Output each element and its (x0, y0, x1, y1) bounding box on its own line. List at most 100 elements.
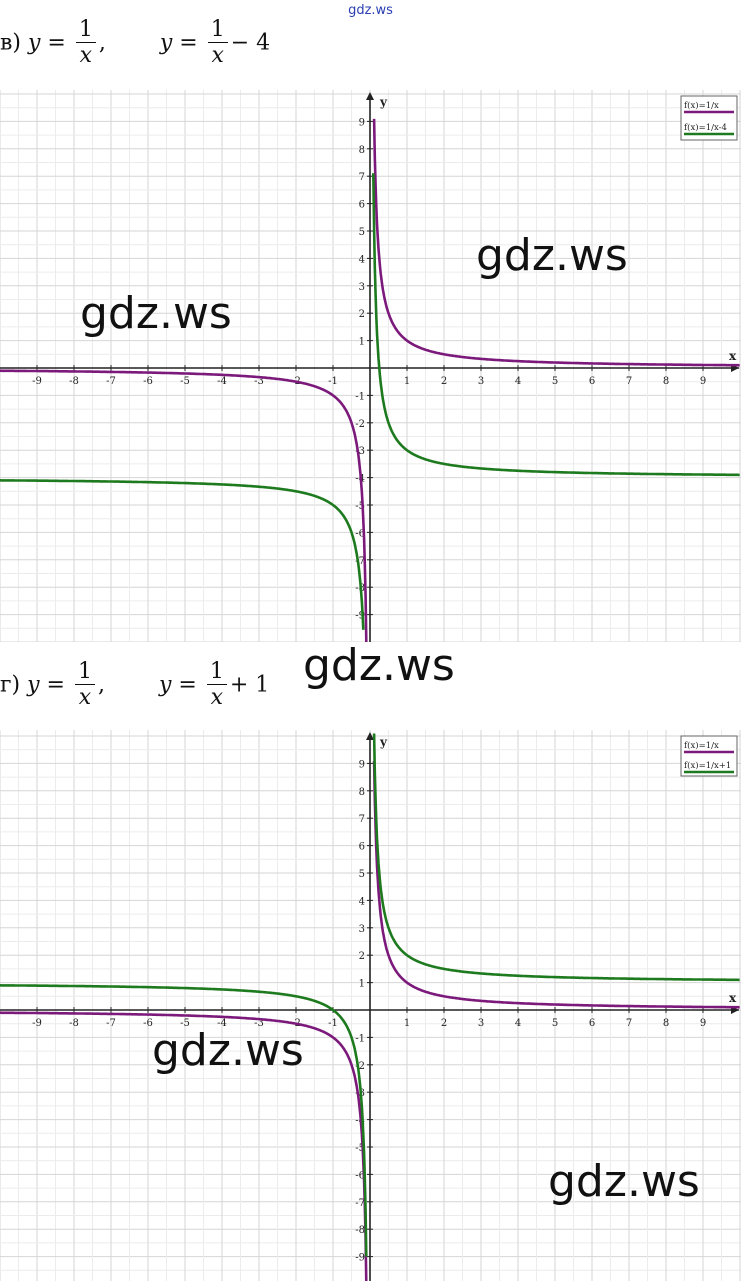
y-tick-label: -7 (355, 556, 365, 567)
x-tick-label: 5 (552, 376, 558, 387)
y-axis-arrow (366, 732, 374, 740)
x-axis-label: x (729, 349, 737, 363)
equation-suffix: , (97, 672, 105, 698)
x-tick-label: -5 (180, 1018, 190, 1029)
y-tick-label: 5 (359, 869, 365, 880)
x-tick-label: 7 (626, 1018, 632, 1029)
x-tick-label: 1 (404, 1018, 410, 1029)
curve-1-over-x-left-branch (0, 1011, 368, 1281)
legend-box (680, 735, 738, 777)
y-tick-label: -5 (355, 1143, 365, 1154)
y-tick-label: -6 (355, 528, 365, 539)
y-tick-label: -8 (355, 1225, 365, 1236)
x-tick-label: -1 (328, 1018, 338, 1029)
fraction-numerator: 1 (75, 18, 96, 43)
x-tick-label: 3 (478, 1018, 484, 1029)
y-axis-label: y (379, 735, 388, 749)
watermark: gdz.ws (80, 288, 232, 339)
y-tick-label: 4 (359, 896, 365, 907)
curve-shifted-right-branch (372, 733, 740, 982)
equation-suffix: + 1 (229, 672, 270, 698)
graph-g: x y -9 -8 -7 -6 -5 -4 -3 -2 -1 1 2 3 4 5 6 7 8 9 9 8 7 6 5 4 3 2 1 -1… (0, 730, 741, 1281)
x-tick-label: 1 (404, 376, 410, 387)
x-tick-label: 6 (589, 376, 595, 387)
y-tick-label: 5 (359, 227, 365, 238)
legend: f(x)=1/x f(x)=1/x+1 (680, 735, 738, 777)
curve-1-over-x-left-branch (0, 369, 368, 642)
curve-shifted-left-branch (0, 984, 368, 1257)
x-tick-label: -7 (106, 1018, 116, 1029)
equation-lhs: y = (27, 672, 65, 698)
x-tick-label: 2 (441, 376, 447, 387)
x-tick-label: -8 (69, 376, 79, 387)
y-tick-label: 2 (359, 951, 365, 962)
fraction-denominator: x (211, 43, 224, 68)
y-tick-label: -6 (355, 1170, 365, 1181)
equation-lhs: y = (158, 672, 197, 698)
y-tick-label: 3 (359, 282, 365, 293)
y-tick-label: -9 (355, 611, 365, 622)
x-tick-label: 8 (663, 376, 669, 387)
x-tick-label: 6 (589, 1018, 595, 1029)
curve-shifted-right-branch (372, 173, 740, 477)
equation-suffix: − 4 (230, 30, 271, 56)
y-tick-label: 1 (359, 979, 365, 990)
fraction-denominator: x (79, 43, 93, 68)
x-tick-label: 9 (700, 1018, 706, 1029)
fraction-numerator: 1 (207, 18, 228, 43)
y-tick-label: -3 (355, 446, 365, 457)
y-tick-label: 9 (359, 117, 365, 128)
watermark: gdz.ws (548, 1156, 700, 1207)
fraction-numerator: 1 (74, 660, 95, 685)
x-tick-label: -4 (217, 1018, 227, 1029)
x-tick-label: -6 (143, 376, 153, 387)
y-tick-label: -2 (355, 419, 365, 430)
y-tick-label: 6 (359, 200, 365, 211)
x-tick-label: -6 (143, 1018, 153, 1029)
x-tick-label: 4 (515, 1018, 521, 1029)
x-tick-label: -1 (328, 376, 338, 387)
fraction-denominator: x (78, 685, 92, 710)
y-tick-label: 3 (359, 924, 365, 935)
x-axis-label: x (729, 991, 737, 1005)
x-tick-label: 5 (552, 1018, 558, 1029)
y-tick-label: 8 (359, 787, 365, 798)
y-tick-label: 6 (359, 842, 365, 853)
x-tick-label: 7 (626, 376, 632, 387)
task-letter: в) (0, 30, 21, 56)
x-tick-label: 4 (515, 376, 521, 387)
legend-label: f(x)=1/x-4 (684, 122, 727, 133)
x-tick-label: -9 (32, 376, 42, 387)
fraction: 1 x (206, 660, 227, 711)
curve-shifted-left-branch (0, 479, 365, 630)
y-tick-label: 7 (359, 172, 365, 183)
legend-box (680, 95, 738, 141)
y-tick-label: -1 (355, 391, 365, 402)
legend-label: f(x)=1/x (684, 740, 719, 751)
y-tick-label: 4 (359, 254, 365, 265)
x-tick-label: 3 (478, 376, 484, 387)
watermark: gdz.ws (476, 230, 628, 281)
x-tick-label: 8 (663, 1018, 669, 1029)
task-header-v: в) y = 1 x , y = 1 x − 4 (0, 18, 270, 69)
x-tick-label: -5 (180, 376, 190, 387)
y-axis-arrow (366, 92, 374, 100)
y-tick-label: 9 (359, 759, 365, 770)
x-tick-label: -3 (254, 1018, 264, 1029)
x-tick-label: 9 (700, 376, 706, 387)
y-axis-label: y (379, 95, 388, 109)
y-tick-label: 7 (359, 814, 365, 825)
y-tick-label: -7 (355, 1198, 365, 1209)
x-tick-label: -8 (69, 1018, 79, 1029)
y-tick-label: 1 (359, 337, 365, 348)
fraction-numerator: 1 (206, 660, 227, 685)
curve-1-over-x-right-branch (372, 118, 740, 367)
x-tick-label: 2 (441, 1018, 447, 1029)
legend-label: f(x)=1/x (684, 100, 719, 111)
y-tick-label: -5 (355, 501, 365, 512)
curve-1-over-x-right-branch (372, 760, 740, 1009)
equation-lhs: y = (159, 30, 198, 56)
y-tick-label: -1 (355, 1033, 365, 1044)
x-tick-label: -4 (217, 376, 227, 387)
task-header-g: г) y = 1 x , y = 1 x + 1 (0, 660, 269, 711)
